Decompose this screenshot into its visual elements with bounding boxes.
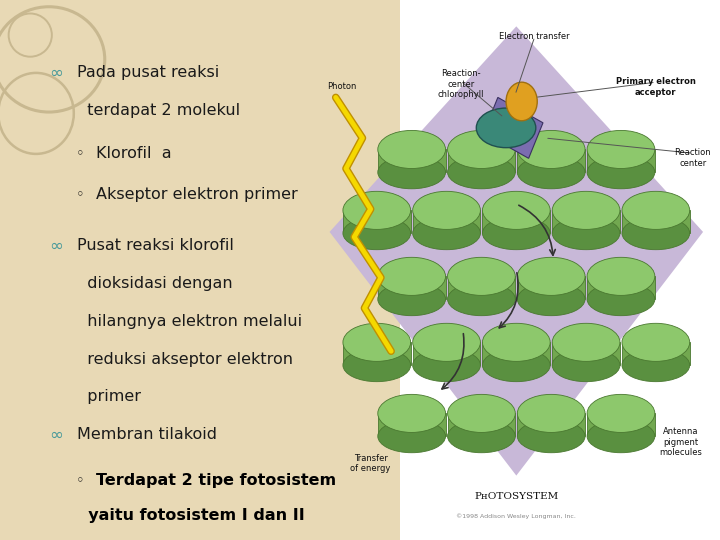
Ellipse shape [552, 323, 620, 361]
Bar [378, 276, 446, 299]
Ellipse shape [552, 191, 620, 230]
Polygon shape [484, 97, 543, 158]
Ellipse shape [378, 257, 446, 295]
Text: Pusat reaksi klorofil: Pusat reaksi klorofil [77, 238, 234, 253]
Bar [448, 414, 516, 436]
Ellipse shape [587, 420, 654, 453]
Text: primer: primer [77, 389, 141, 404]
Ellipse shape [477, 108, 536, 147]
Ellipse shape [343, 349, 410, 382]
Bar [587, 276, 654, 299]
Text: Reaction
center: Reaction center [675, 148, 711, 167]
Text: PʜOTOSYSTEM: PʜOTOSYSTEM [474, 492, 559, 501]
Bar [413, 342, 480, 365]
Ellipse shape [622, 217, 690, 249]
Text: Reaction-
center
chlorophyll: Reaction- center chlorophyll [438, 70, 484, 99]
Text: reduksi akseptor elektron: reduksi akseptor elektron [77, 352, 293, 367]
Ellipse shape [552, 217, 620, 249]
Text: Pada pusat reaksi: Pada pusat reaksi [77, 65, 220, 80]
Ellipse shape [622, 323, 690, 361]
Bar [622, 211, 690, 233]
Text: Akseptor elektron primer: Akseptor elektron primer [96, 187, 297, 202]
Text: terdapat 2 molekul: terdapat 2 molekul [77, 103, 240, 118]
Bar [343, 342, 410, 365]
Bar [482, 342, 550, 365]
Text: Photon: Photon [328, 82, 357, 91]
Ellipse shape [448, 420, 516, 453]
Ellipse shape [587, 283, 654, 316]
Text: Antenna
pigment
molecules: Antenna pigment molecules [659, 427, 702, 457]
Ellipse shape [378, 156, 446, 189]
Polygon shape [330, 26, 703, 476]
Text: ∞: ∞ [50, 426, 63, 444]
Bar [587, 150, 654, 172]
Text: ◦: ◦ [76, 187, 84, 202]
Bar [622, 342, 690, 365]
Ellipse shape [622, 349, 690, 382]
Bar [482, 211, 550, 233]
Ellipse shape [448, 131, 516, 168]
Ellipse shape [587, 257, 654, 295]
Ellipse shape [518, 283, 585, 316]
Bar [448, 150, 516, 172]
Text: Transfer
of energy: Transfer of energy [351, 454, 391, 473]
Text: ∞: ∞ [50, 64, 63, 82]
Ellipse shape [622, 191, 690, 230]
Ellipse shape [343, 217, 410, 249]
Text: ∞: ∞ [50, 237, 63, 255]
Ellipse shape [587, 394, 654, 433]
Bar [378, 414, 446, 436]
Ellipse shape [448, 394, 516, 433]
Ellipse shape [482, 323, 550, 361]
Ellipse shape [378, 131, 446, 168]
Text: ◦: ◦ [76, 473, 84, 488]
Ellipse shape [552, 349, 620, 382]
Bar [552, 342, 620, 365]
Bar [448, 276, 516, 299]
Bar [413, 211, 480, 233]
Text: Klorofil  a: Klorofil a [96, 146, 171, 161]
Ellipse shape [518, 420, 585, 453]
Text: Electron transfer: Electron transfer [500, 32, 570, 42]
Bar [518, 150, 585, 172]
Ellipse shape [378, 420, 446, 453]
Text: ©1998 Addison Wesley Longman, Inc.: ©1998 Addison Wesley Longman, Inc. [456, 513, 576, 519]
Text: hilangnya elektron melalui: hilangnya elektron melalui [77, 314, 302, 329]
Bar [518, 414, 585, 436]
Ellipse shape [378, 283, 446, 316]
Circle shape [506, 82, 537, 121]
Bar [552, 211, 620, 233]
Bar [587, 414, 654, 436]
Ellipse shape [413, 349, 480, 382]
Ellipse shape [378, 394, 446, 433]
Ellipse shape [518, 394, 585, 433]
Text: Membran tilakoid: Membran tilakoid [77, 427, 217, 442]
Ellipse shape [448, 257, 516, 295]
Ellipse shape [482, 191, 550, 230]
Ellipse shape [343, 191, 410, 230]
Bar [518, 276, 585, 299]
Ellipse shape [448, 283, 516, 316]
Text: Primary electron
acceptor: Primary electron acceptor [616, 77, 696, 97]
Ellipse shape [482, 349, 550, 382]
Ellipse shape [413, 191, 480, 230]
Ellipse shape [482, 217, 550, 249]
Text: yaitu fotosistem I dan II: yaitu fotosistem I dan II [77, 508, 305, 523]
Ellipse shape [518, 257, 585, 295]
Ellipse shape [587, 131, 654, 168]
Text: Terdapat 2 tipe fotosistem: Terdapat 2 tipe fotosistem [96, 473, 336, 488]
Text: ◦: ◦ [76, 146, 84, 161]
Bar [343, 211, 410, 233]
Text: dioksidasi dengan: dioksidasi dengan [77, 276, 233, 291]
Bar [378, 150, 446, 172]
Ellipse shape [413, 323, 480, 361]
Bar [0, 0, 400, 540]
Ellipse shape [448, 156, 516, 189]
Ellipse shape [518, 131, 585, 168]
Ellipse shape [587, 156, 654, 189]
Ellipse shape [518, 156, 585, 189]
Ellipse shape [343, 323, 410, 361]
Ellipse shape [413, 217, 480, 249]
